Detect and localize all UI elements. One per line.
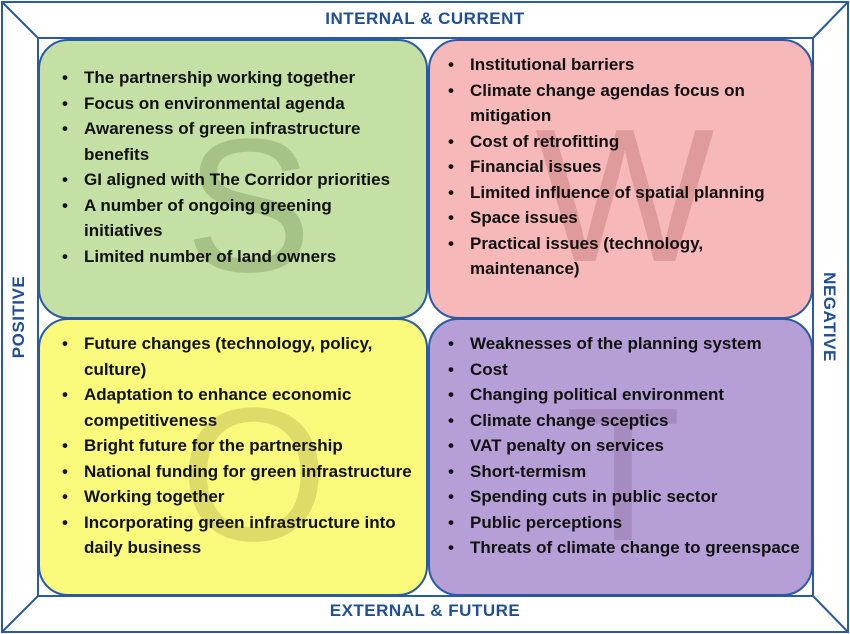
list-item: Climate change agendas focus on mitigati… [448,78,803,129]
list-item: Institutional barriers [448,52,803,78]
list-item: Limited number of land owners [62,244,412,270]
positive-label: POSITIVE [9,275,28,359]
list-item: Public perceptions [448,510,803,536]
list-item: The partnership working together [62,65,412,91]
list-item: Awareness of green infrastructure benefi… [62,116,412,167]
list-item: Working together [62,484,412,510]
threats-list: Weaknesses of the planning system Cost C… [448,331,803,561]
list-item: Short-termism [448,459,803,485]
external-future-label: EXTERNAL & FUTURE [329,601,521,620]
list-item: Threats of climate change to greenspace [448,535,803,561]
strengths-list: The partnership working together Focus o… [62,65,412,269]
list-item: Practical issues (technology, maintenanc… [448,231,803,282]
opportunities-list: Future changes (technology, policy, cult… [62,331,412,561]
list-item: National funding for green infrastructur… [62,459,412,485]
list-item: Climate change sceptics [448,408,803,434]
threats-quadrant: T Weaknesses of the planning system Cost… [428,318,813,596]
list-item: Weaknesses of the planning system [448,331,803,357]
list-item: Future changes (technology, policy, cult… [62,331,412,382]
list-item: Incorporating green infrastructure into … [62,510,412,561]
list-item: Bright future for the partnership [62,433,412,459]
list-item: Financial issues [448,154,803,180]
weaknesses-quadrant: W Institutional barriers Climate change … [428,39,813,319]
list-item: VAT penalty on services [448,433,803,459]
list-item: Cost of retrofitting [448,129,803,155]
list-item: Focus on environmental agenda [62,91,412,117]
internal-current-label: INTERNAL & CURRENT [325,9,525,28]
weaknesses-list: Institutional barriers Climate change ag… [448,52,803,282]
list-item: Spending cuts in public sector [448,484,803,510]
list-item: Adaptation to enhance economic competiti… [62,382,412,433]
list-item: A number of ongoing greening initiatives [62,193,412,244]
list-item: Cost [448,357,803,383]
strengths-quadrant: S The partnership working together Focus… [38,39,428,319]
list-item: Space issues [448,205,803,231]
list-item: Limited influence of spatial planning [448,180,803,206]
list-item: GI aligned with The Corridor priorities [62,167,412,193]
opportunities-quadrant: O Future changes (technology, policy, cu… [38,318,428,596]
list-item: Changing political environment [448,382,803,408]
negative-label: NEGATIVE [820,272,839,362]
